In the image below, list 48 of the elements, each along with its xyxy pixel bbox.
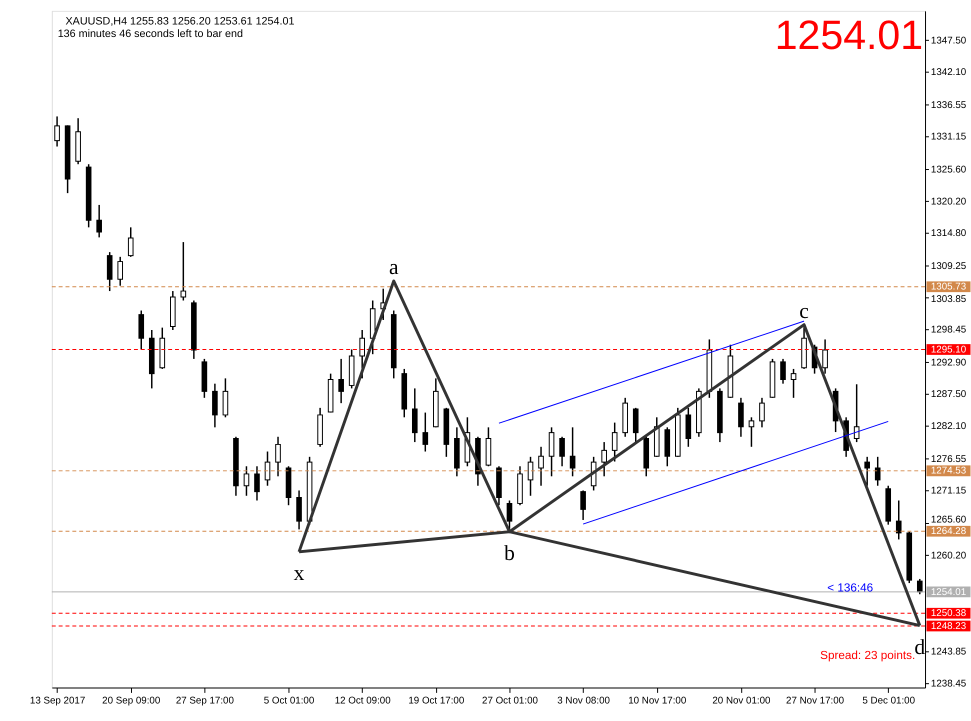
y-tick-label: 1298.45 (930, 324, 967, 336)
y-tick-label: 1325.60 (930, 164, 967, 176)
data-label: a (388, 255, 399, 280)
ref-line-label: 1254.01 (930, 586, 966, 598)
x-tick-label: 13 Sep 2017 (30, 696, 86, 707)
y-tick-label: 1238.45 (930, 678, 967, 690)
y-tick-label: 1287.50 (930, 389, 967, 400)
y-tick-label: 1292.90 (930, 357, 967, 368)
y-tick-label: 1303.85 (930, 294, 967, 305)
ref-line-label: 1274.53 (930, 466, 966, 477)
y-tick-label: 1260.20 (930, 550, 967, 562)
ref-line-label: 1305.73 (930, 282, 966, 293)
y-tick-label: 1271.15 (930, 486, 967, 497)
y-tick-label: 1282.10 (930, 421, 967, 432)
x-tick-label: 20 Sep 09:00 (102, 696, 161, 707)
data-label: d (914, 634, 926, 659)
y-tick-label: 1336.55 (930, 100, 967, 111)
ref-line-label: 1295.10 (930, 344, 967, 356)
data-label: b (504, 541, 515, 566)
x-tick-label: 12 Oct 09:00 (334, 696, 392, 707)
x-tick-label: 27 Oct 01:00 (482, 696, 538, 707)
y-tick-label: 1265.60 (930, 514, 967, 526)
x-tick-label: 27 Nov 17:00 (786, 696, 845, 707)
data-label: c (799, 298, 809, 323)
ref-line-label: 1264.28 (930, 526, 966, 538)
y-tick-label: 1342.10 (930, 67, 967, 78)
y-tick-label: 1243.85 (930, 646, 967, 658)
x-tick-label: 20 Nov 01:00 (712, 696, 772, 707)
x-tick-label: 5 Dec 01:00 (862, 696, 916, 707)
annotation: Spread: 23 points. (820, 649, 916, 662)
y-tick-label: 1276.55 (930, 454, 967, 465)
x-tick-label: 27 Sep 17:00 (176, 696, 234, 707)
x-tick-label: 10 Nov 17:00 (628, 696, 687, 707)
data-label: x (294, 561, 305, 586)
y-tick-label: 1309.25 (930, 260, 967, 272)
annotation: < 136:46 (827, 582, 874, 595)
x-tick-label: 5 Oct 01:00 (264, 696, 315, 707)
y-tick-label: 1314.80 (930, 228, 967, 240)
y-tick-label: 1347.50 (930, 35, 967, 46)
y-tick-label: 1331.15 (930, 132, 967, 143)
chart-title: XAUUSD,H4 1255.83 1256.20 1253.61 1254.01 (66, 16, 294, 28)
x-tick-label: 19 Oct 17:00 (408, 696, 465, 707)
ref-line-label: 1250.38 (930, 608, 966, 620)
annotation: 1254.01 (774, 12, 924, 58)
ref-line-label: 1248.23 (930, 620, 966, 632)
x-tick-label: 3 Nov 08:00 (557, 696, 611, 707)
text: 136 minutes 46 seconds left to bar end (58, 28, 243, 40)
y-tick-label: 1320.20 (930, 196, 967, 208)
